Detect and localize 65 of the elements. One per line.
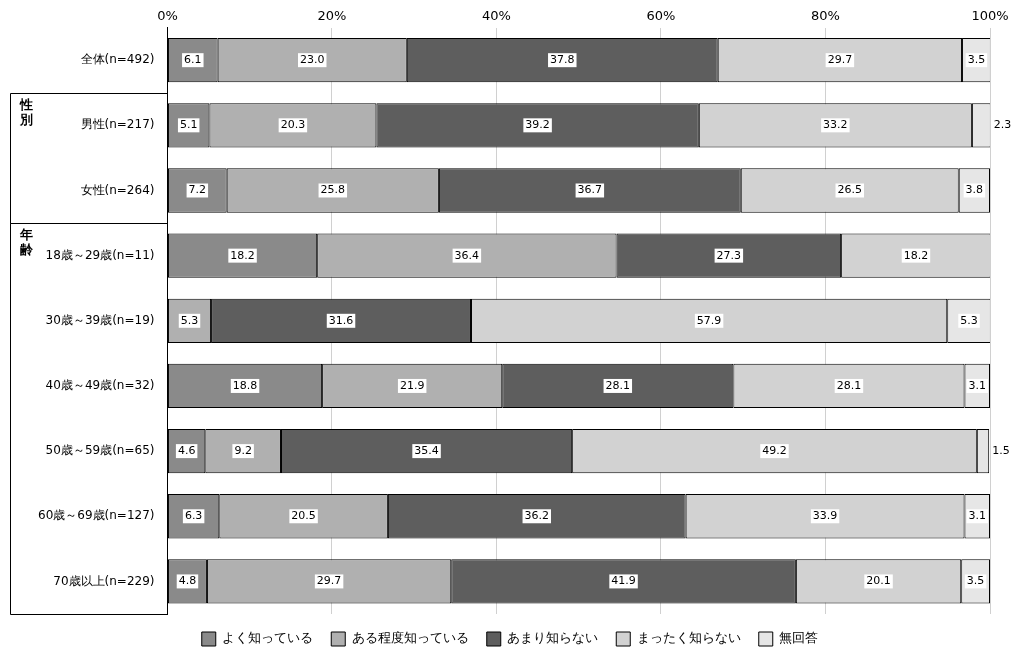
data-label: 23.0 <box>299 53 325 67</box>
y-tick-label: 70歳以上(n=229) <box>53 573 155 588</box>
text: 年齢 <box>18 227 34 258</box>
data-label: 4.8 <box>178 574 197 588</box>
data-label: 33.9 <box>812 509 838 523</box>
data-label: 18.8 <box>232 378 258 392</box>
data-label: 4.6 <box>177 443 196 457</box>
data-label: 21.9 <box>399 378 425 392</box>
data-label: 39.2 <box>525 118 550 132</box>
data-label: 3.5 <box>967 53 986 67</box>
data-label: 28.1 <box>605 378 631 392</box>
data-label: 25.8 <box>320 183 346 197</box>
data-label: 5.3 <box>960 313 978 327</box>
data-label: 37.8 <box>550 53 575 67</box>
data-label: 3.8 <box>965 183 984 197</box>
data-label: 49.2 <box>762 443 787 457</box>
legend-label: よく知っている <box>222 630 314 646</box>
data-label: 6.1 <box>184 53 202 67</box>
data-label: 36.7 <box>577 183 603 197</box>
y-tick-label: 全体(n=492) <box>80 52 155 67</box>
data-label: 20.3 <box>280 118 306 132</box>
data-label: 5.1 <box>179 118 198 132</box>
data-label: 3.5 <box>966 574 985 588</box>
data-label: 57.9 <box>696 313 722 327</box>
x-tick-label: 100% <box>971 8 1009 24</box>
data-label: 31.6 <box>328 313 354 327</box>
y-tick-label: 60歳～69歳(n=127) <box>38 508 155 523</box>
data-label: 29.7 <box>316 574 342 588</box>
data-label: 7.2 <box>188 183 207 197</box>
data-label: 1.5 <box>992 443 1010 457</box>
data-label: 26.5 <box>837 183 863 197</box>
y-tick-label: 30歳～39歳(n=19) <box>45 312 155 327</box>
data-label: 36.4 <box>454 248 480 262</box>
x-tick-label: 20% <box>317 8 347 24</box>
data-label: 36.2 <box>524 509 550 523</box>
data-label: 28.1 <box>836 378 862 392</box>
data-label: 33.2 <box>823 118 848 132</box>
x-tick-label: 80% <box>811 8 840 24</box>
y-tick-label: 女性(n=264) <box>80 182 155 197</box>
y-tick-label: 40歳～49歳(n=32) <box>45 378 155 393</box>
data-label: 20.5 <box>291 509 316 523</box>
data-label: 18.2 <box>230 248 255 262</box>
text: 性別 <box>18 97 33 128</box>
x-tick-label: 60% <box>646 8 676 24</box>
x-tick-label: 0% <box>157 8 178 24</box>
data-label: 9.2 <box>234 443 252 457</box>
data-label: 3.1 <box>968 378 986 392</box>
data-label: 29.7 <box>827 53 853 67</box>
y-tick-label: 男性(n=217) <box>80 117 155 132</box>
y-tick-label: 18歳～29歳(n=11) <box>45 247 155 262</box>
legend-label: まったく知らない <box>636 630 741 646</box>
data-label: 20.1 <box>866 574 891 588</box>
data-label: 18.2 <box>903 248 929 262</box>
legend-label: あまり知らない <box>507 630 599 646</box>
legend-label: ある程度知っている <box>351 630 469 646</box>
data-label: 2.3 <box>993 118 1012 132</box>
data-label: 35.4 <box>414 443 439 457</box>
data-label: 41.9 <box>611 574 636 588</box>
data-label: 6.3 <box>184 509 203 523</box>
x-tick-label: 40% <box>482 8 511 24</box>
data-label: 5.3 <box>180 313 199 327</box>
data-label: 27.3 <box>716 248 742 262</box>
legend-label: 無回答 <box>779 630 819 646</box>
y-tick-label: 50歳～59歳(n=65) <box>45 443 155 458</box>
data-label: 3.1 <box>968 509 986 523</box>
